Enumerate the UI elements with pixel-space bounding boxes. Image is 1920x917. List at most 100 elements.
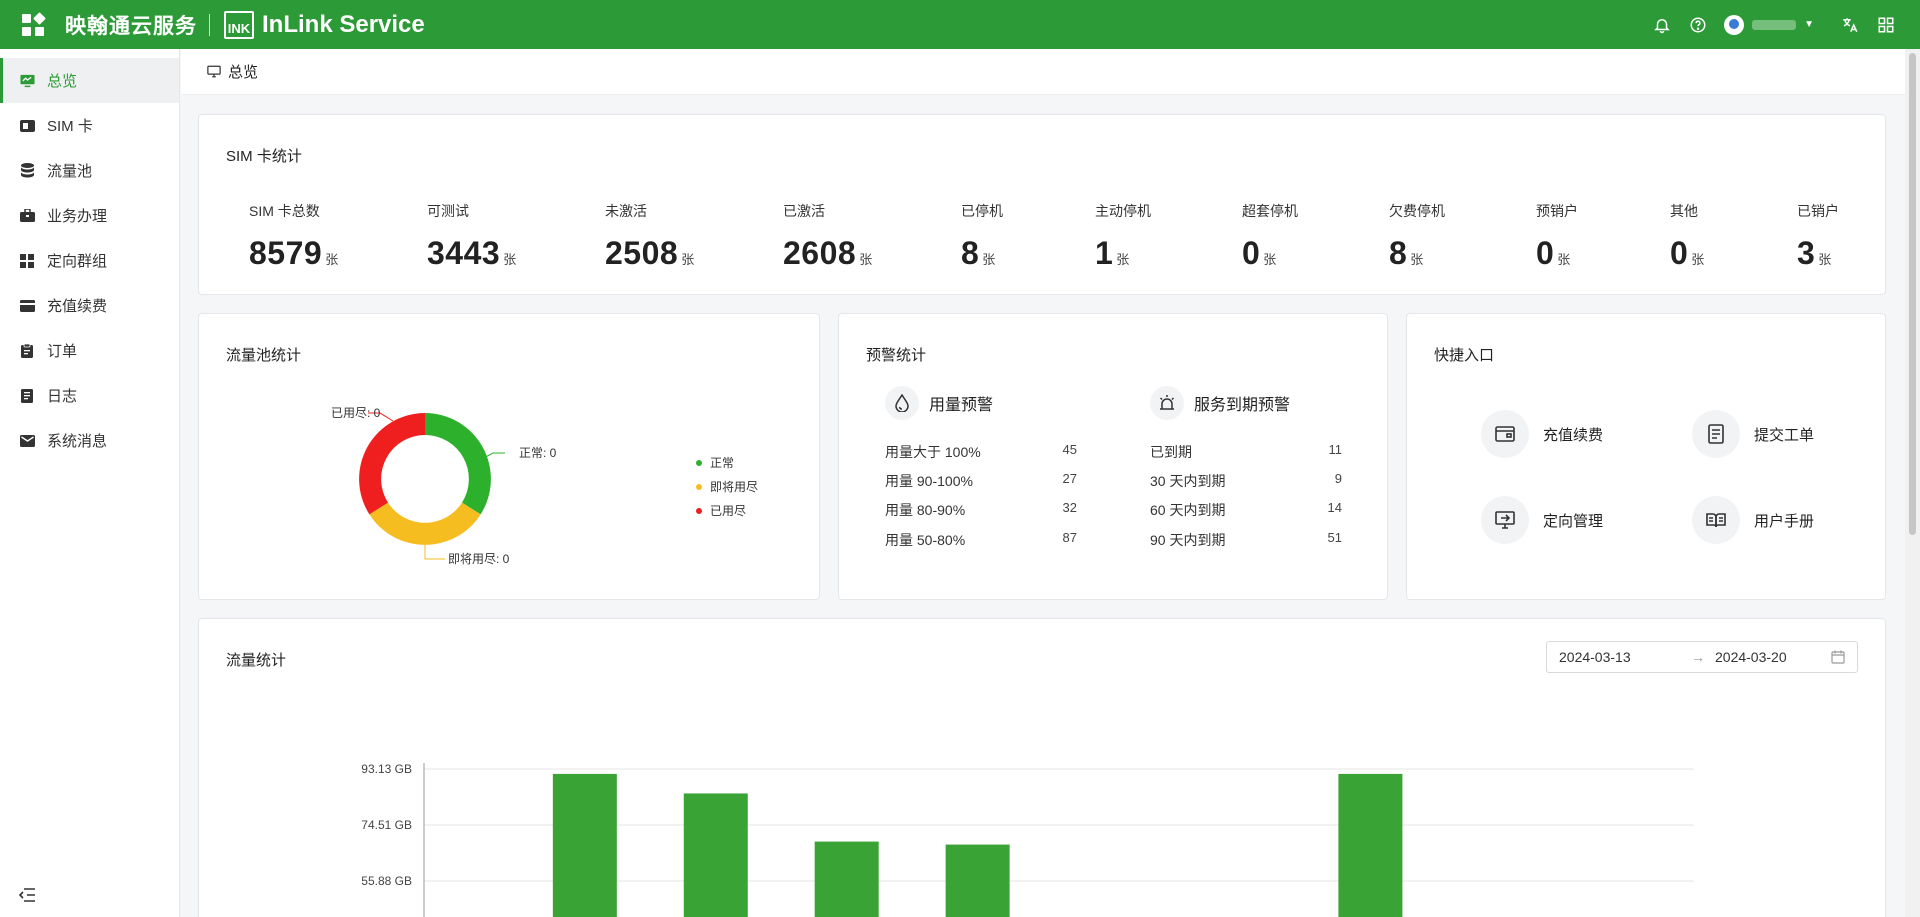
calendar-icon[interactable] (1831, 650, 1845, 667)
sidebar-item-label: 业务办理 (47, 208, 108, 225)
collapse-sidebar-icon[interactable] (18, 887, 38, 907)
grid-icon[interactable] (1868, 7, 1904, 43)
sidebar-item-business[interactable]: 业务办理 (0, 193, 179, 238)
clipboard-icon (19, 343, 35, 359)
document-icon (19, 388, 35, 404)
legend-item-used[interactable]: 已用尽 (696, 502, 746, 519)
sim-stat-item: 未激活 2508 张 (605, 201, 694, 272)
expiry-warning-row-value[interactable]: 51 (1327, 530, 1342, 545)
usage-warning-row-label: 用量 90-100% (885, 473, 973, 489)
pool-stats-title: 流量池统计 (226, 347, 302, 364)
expiry-warning-row-label: 已到期 (1150, 444, 1192, 460)
sidebar-item-pool[interactable]: 流量池 (0, 148, 179, 193)
sim-stat-label: 未激活 (605, 203, 647, 219)
traffic-stats-card: 流量统计 2024-03-13 → 2024-03-20 93.13 GB 74.… (198, 618, 1886, 917)
quick-manual-button[interactable]: 用户手册 (1692, 496, 1814, 544)
sim-stat-number: 0 (1670, 235, 1689, 271)
sim-stat-item: 预销户 0 张 (1536, 201, 1578, 272)
expiry-warning-row-label: 60 天内到期 (1150, 502, 1226, 518)
alarm-icon (1150, 386, 1184, 420)
app-grid-icon[interactable] (22, 11, 46, 37)
date-end[interactable]: 2024-03-20 (1715, 649, 1787, 665)
sim-stat-number: 8 (1389, 235, 1408, 271)
usage-warning-row-value[interactable]: 27 (1062, 471, 1077, 486)
sim-stat-number: 2608 (783, 235, 857, 271)
sidebar-item-sim[interactable]: SIM 卡 (0, 103, 179, 148)
donut-used-segment (359, 413, 425, 515)
help-icon[interactable] (1680, 7, 1716, 43)
sidebar-item-overview[interactable]: 总览 (0, 58, 179, 103)
usage-warning-row-value[interactable]: 32 (1062, 500, 1077, 515)
sidebar-item-orders[interactable]: 订单 (0, 328, 179, 373)
sim-stat-number: 2508 (605, 235, 679, 271)
sim-stat-number: 8 (961, 235, 980, 271)
sidebar-item-label: SIM 卡 (47, 118, 93, 135)
quick-ticket-button[interactable]: 提交工单 (1692, 410, 1814, 458)
translate-icon[interactable] (1832, 7, 1868, 43)
sim-stat-unit: 张 (982, 252, 996, 267)
sim-stat-unit: 张 (1818, 252, 1832, 267)
date-range-picker[interactable]: 2024-03-13 → 2024-03-20 (1546, 641, 1858, 673)
sim-stat-label: 可测试 (427, 203, 469, 219)
scrollbar-thumb[interactable] (1909, 53, 1916, 535)
traffic-bar[interactable] (683, 793, 748, 917)
legend-dot (696, 459, 702, 466)
traffic-bar[interactable] (552, 773, 617, 917)
sim-stat-unit: 张 (859, 252, 873, 267)
sidebar-item-groups[interactable]: 定向群组 (0, 238, 179, 283)
usage-warning-row-label: 用量 80-90% (885, 502, 966, 518)
blocks-icon (19, 253, 35, 269)
y-tick-label: 55.88 GB (361, 874, 412, 888)
usage-warning-row-value[interactable]: 45 (1062, 442, 1077, 457)
usage-warning-row-value[interactable]: 87 (1062, 530, 1077, 545)
legend-dot (696, 507, 702, 514)
sim-stat-number: 0 (1242, 235, 1261, 271)
expiry-warning-row-label: 90 天内到期 (1150, 532, 1226, 548)
sim-stat-unit: 张 (1116, 252, 1130, 267)
sim-stat-label: 主动停机 (1095, 203, 1151, 219)
donut-near-segment (369, 502, 481, 545)
pool-stats-card: 流量池统计 正常: 0 已用尽: 0 即将用尽: 0 正常 即将用尽 已用尽 (198, 313, 820, 600)
sidebar-item-label: 充值续费 (47, 298, 108, 315)
header-actions: ▼ (1644, 0, 1904, 49)
traffic-bar[interactable] (814, 841, 879, 917)
legend-item-near[interactable]: 即将用尽 (696, 478, 758, 495)
usage-warning-header: 用量预警 (885, 386, 993, 420)
sidebar-item-logs[interactable]: 日志 (0, 373, 179, 418)
sim-stat-unit: 张 (1263, 252, 1277, 267)
traffic-bar[interactable] (945, 844, 1010, 917)
breadcrumb: 总览 (181, 49, 1905, 95)
user-avatar[interactable] (1724, 14, 1745, 35)
sim-stat-item: SIM 卡总数 8579 张 (249, 201, 338, 272)
quick-recharge-button[interactable]: 充值续费 (1481, 410, 1603, 458)
expiry-warning-row-value[interactable]: 9 (1334, 471, 1342, 486)
expiry-warning-row-value[interactable]: 14 (1327, 500, 1342, 515)
donut-label-used: 已用尽: 0 (331, 406, 381, 420)
sim-stats-title: SIM 卡统计 (226, 148, 302, 165)
sim-stat-unit: 张 (1557, 252, 1571, 267)
legend-item-normal[interactable]: 正常 (696, 454, 734, 471)
expiry-warning-row-label: 30 天内到期 (1150, 473, 1226, 489)
sidebar-item-label: 系统消息 (47, 433, 108, 450)
chevron-down-icon[interactable]: ▼ (1804, 19, 1814, 30)
card-icon (19, 298, 35, 314)
page-scrollbar[interactable] (1905, 49, 1920, 917)
donut-label-normal: 正常: 0 (519, 446, 557, 460)
expiry-warning-row-value[interactable]: 11 (1328, 442, 1343, 457)
droplet-icon (885, 386, 919, 420)
sidebar-item-messages[interactable]: 系统消息 (0, 418, 179, 463)
quick-direction-button[interactable]: 定向管理 (1481, 496, 1603, 544)
sidebar-item-recharge[interactable]: 充值续费 (0, 283, 179, 328)
user-name-redacted[interactable] (1752, 19, 1797, 30)
sim-stat-item: 主动停机 1 张 (1095, 201, 1151, 272)
date-start[interactable]: 2024-03-13 (1559, 649, 1631, 665)
traffic-bar[interactable] (1338, 773, 1403, 917)
bell-icon[interactable] (1644, 7, 1680, 43)
sim-stat-item: 欠费停机 8 张 (1389, 201, 1445, 272)
arrow-right-icon: → (1691, 649, 1705, 665)
usage-warning-title: 用量预警 (929, 397, 994, 414)
y-tick-label: 74.51 GB (361, 818, 412, 832)
